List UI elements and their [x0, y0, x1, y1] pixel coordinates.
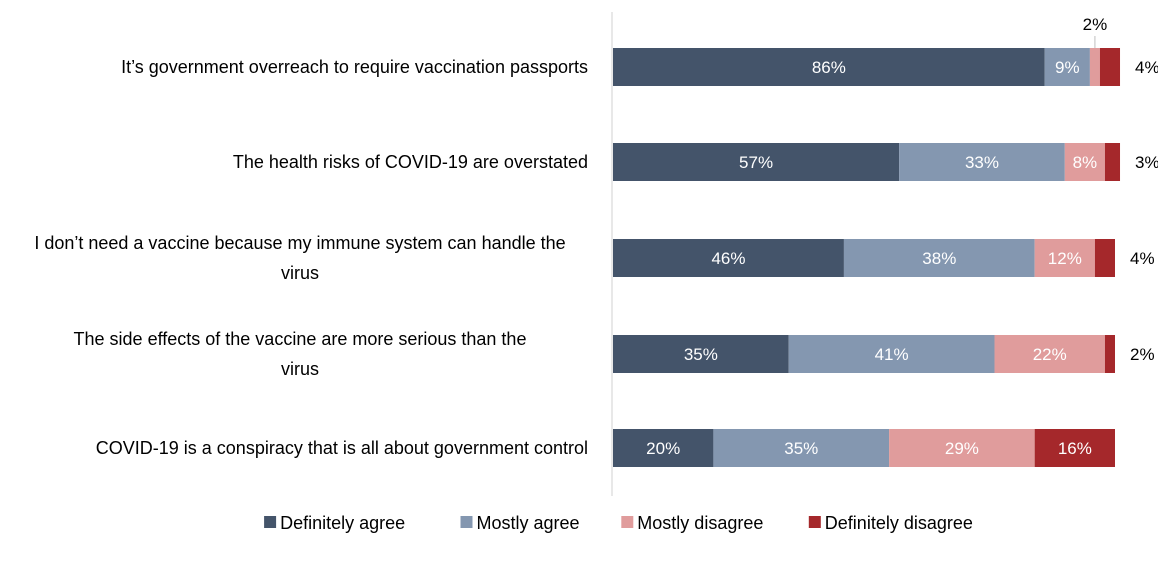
data-label: 22% [1033, 345, 1067, 364]
bar-segment [788, 335, 995, 373]
bar-segment [1064, 143, 1105, 181]
bar-segment [613, 48, 1045, 86]
legend-item: Mostly disagree [621, 513, 763, 533]
category-label: It’s government overreach to require vac… [121, 57, 588, 77]
data-label: 57% [739, 153, 773, 172]
data-label: 2% [1130, 345, 1155, 364]
bar-segment [994, 335, 1105, 373]
legend-item: Definitely agree [264, 513, 405, 533]
data-label: 46% [711, 249, 745, 268]
data-label: 4% [1135, 58, 1158, 77]
legend-label: Definitely agree [280, 513, 405, 533]
data-label: 9% [1055, 58, 1080, 77]
bar-segment [1089, 48, 1100, 86]
legend: Definitely agree Mostly agree Mostly disag… [264, 513, 973, 533]
bar-segment [613, 239, 844, 277]
legend-label: Definitely disagree [825, 513, 973, 533]
bar-segment [613, 335, 789, 373]
bar-segment [1104, 335, 1115, 373]
bar-segment [713, 429, 890, 467]
data-label: 35% [784, 439, 818, 458]
legend-label: Mostly disagree [637, 513, 763, 533]
category-label: COVID-19 is a conspiracy that is all abo… [96, 438, 588, 458]
data-label: 29% [945, 439, 979, 458]
data-label: 3% [1135, 153, 1158, 172]
category-label: The health risks of COVID-19 are oversta… [233, 152, 588, 172]
legend-item: Definitely disagree [808, 513, 973, 533]
data-label: 20% [646, 439, 680, 458]
bars: 86% 9% 2% 4% 57% 33% 8% 3% 46% 38% 12% 4% 35% 41% 22% 2… [613, 15, 1158, 467]
data-label: 35% [684, 345, 718, 364]
legend-swatch [621, 516, 634, 528]
data-label: 86% [812, 58, 846, 77]
data-label: 2% [1083, 15, 1108, 34]
data-label: 12% [1048, 249, 1082, 268]
data-label: 33% [965, 153, 999, 172]
bar-segment [899, 143, 1065, 181]
category-labels: It’s government overreach to require vac… [34, 57, 588, 458]
legend-label: Mostly agree [477, 513, 580, 533]
bar-segment [1034, 239, 1095, 277]
legend-swatch [460, 516, 473, 528]
category-label: The side effects of the vaccine are more… [74, 329, 527, 379]
data-label: 16% [1058, 439, 1092, 458]
legend-item: Mostly agree [460, 513, 580, 533]
bar-segment [889, 429, 1035, 467]
data-label: 38% [922, 249, 956, 268]
bar-segment [1094, 239, 1115, 277]
data-label: 8% [1073, 153, 1098, 172]
category-label: I don’t need a vaccine because my immune… [34, 233, 565, 283]
bar-segment [843, 239, 1035, 277]
bar-segment [613, 429, 714, 467]
legend-swatch [808, 516, 821, 528]
data-label: 4% [1130, 249, 1155, 268]
bar-segment [1034, 429, 1115, 467]
data-label: 41% [875, 345, 909, 364]
bar-segment [1044, 48, 1090, 86]
bar-segment [613, 143, 900, 181]
legend-swatch [264, 516, 277, 528]
bar-segment [1104, 143, 1121, 181]
bar-segment [1099, 48, 1121, 86]
